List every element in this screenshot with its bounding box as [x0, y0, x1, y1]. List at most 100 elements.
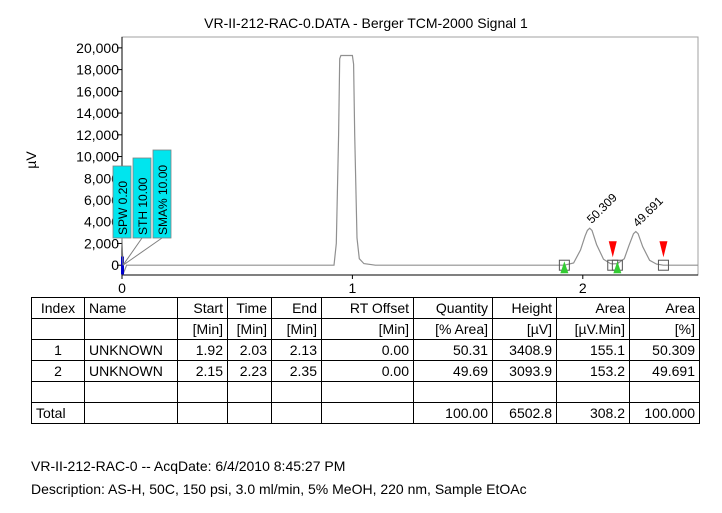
table-cell	[227, 381, 272, 403]
peak-label: 49.691	[630, 194, 666, 230]
y-tick-label: 8,000	[84, 170, 119, 186]
y-axis-label: µV	[23, 151, 39, 169]
results-table: Index Name Start Time End RT Offset Quan…	[31, 297, 700, 424]
table-cell: 49.69	[413, 360, 493, 382]
table-cell: 2	[31, 360, 85, 382]
peak-label: 50.309	[584, 190, 620, 226]
acquisition-info: VR-II-212-RAC-0 -- AcqDate: 6/4/2010 8:4…	[31, 458, 346, 474]
table-cell	[492, 381, 557, 403]
table-cell: 3093.9	[492, 360, 557, 382]
plot-frame	[121, 36, 699, 276]
table-cell: 2.03	[227, 339, 272, 361]
y-tick-label: 20,000	[76, 40, 119, 56]
method-flags: SPW 0.20 STH 10.00 SMA% 10.00	[112, 149, 172, 275]
table-cell: 1.92	[177, 339, 228, 361]
flag-leader	[122, 237, 163, 266]
table-cell	[84, 381, 178, 403]
unit-cell: [µV.Min]	[556, 318, 630, 340]
unit-cell: [Min]	[271, 318, 322, 340]
table-cell: UNKNOWN	[84, 339, 178, 361]
col-time-header: Time	[227, 297, 272, 319]
unit-cell: [Min]	[321, 318, 414, 340]
unit-cell	[31, 318, 85, 340]
unit-cell: [Min]	[227, 318, 272, 340]
x-tick-label: 0	[118, 280, 126, 296]
table-cell: 1	[31, 339, 85, 361]
peak-markers	[558, 241, 669, 274]
table-cell	[321, 402, 414, 424]
table-cell	[629, 381, 700, 403]
table-cell	[321, 381, 414, 403]
table-cell: 3408.9	[492, 339, 557, 361]
table-cell: 0.00	[321, 360, 414, 382]
table-cell	[413, 381, 493, 403]
signal-trace	[121, 54, 698, 277]
flag-leader	[121, 237, 124, 266]
table-cell	[177, 381, 228, 403]
table-cell: 100.000	[629, 402, 700, 424]
unit-cell: [Min]	[177, 318, 228, 340]
table-header-row: Index Name Start Time End RT Offset Quan…	[31, 297, 700, 319]
y-tick-label: 2,000	[84, 235, 119, 251]
table-cell	[271, 381, 322, 403]
table-cell	[556, 381, 630, 403]
peak-end-marker	[608, 241, 617, 258]
table-cell	[84, 402, 178, 424]
table-row: 2 UNKNOWN 2.15 2.23 2.35 0.00 49.69 3093…	[31, 360, 700, 382]
event-bar	[121, 256, 124, 275]
table-cell	[177, 402, 228, 424]
table-row: 1 UNKNOWN 1.92 2.03 2.13 0.00 50.31 3408…	[31, 339, 700, 361]
chart-title: VR-II-212-RAC-0.DATA - Berger TCM-2000 S…	[204, 15, 528, 31]
table-row-empty	[31, 381, 700, 403]
x-tick-label: 2	[579, 280, 587, 296]
col-name-header: Name	[84, 297, 178, 319]
table-cell: 0.00	[321, 339, 414, 361]
col-index-header: Index	[31, 297, 85, 319]
y-tick-label: 18,000	[76, 62, 119, 78]
y-tick-label: 14,000	[76, 105, 119, 121]
table-cell: 153.2	[556, 360, 630, 382]
col-end-header: End	[271, 297, 322, 319]
unit-cell: [% Area]	[413, 318, 493, 340]
peak-labels: 50.309 49.691	[584, 190, 666, 230]
peak-start-marker	[560, 261, 569, 274]
flag-leader	[122, 237, 143, 266]
run-description: Description: AS-H, 50C, 150 psi, 3.0 ml/…	[31, 481, 527, 497]
col-area-header: Area	[556, 297, 630, 319]
table-cell: 49.691	[629, 360, 700, 382]
y-tick-label: 4,000	[84, 214, 119, 230]
unit-cell: [µV]	[492, 318, 557, 340]
table-cell: 50.309	[629, 339, 700, 361]
y-tick-label: 6,000	[84, 192, 119, 208]
method-flag	[112, 165, 132, 239]
col-height-header: Height	[492, 297, 557, 319]
method-flag	[152, 149, 172, 239]
peak-start-marker	[613, 261, 622, 274]
table-cell: 50.31	[413, 339, 493, 361]
col-quantity-header: Quantity	[413, 297, 493, 319]
table-cell: 2.35	[271, 360, 322, 382]
unit-cell: [%]	[629, 318, 700, 340]
y-tick-label: 16,000	[76, 83, 119, 99]
peak-end-marker	[659, 241, 668, 258]
table-cell: 2.13	[271, 339, 322, 361]
method-flag-label: SMA% 10.00	[156, 165, 170, 235]
col-area-percent-header: Area	[629, 297, 700, 319]
signal-line	[121, 54, 698, 277]
method-flag	[132, 157, 152, 239]
table-cell: 100.00	[413, 402, 493, 424]
table-cell: UNKNOWN	[84, 360, 178, 382]
method-flag-label: STH 10.00	[136, 177, 150, 235]
col-start-header: Start	[177, 297, 228, 319]
table-cell: 308.2	[556, 402, 630, 424]
col-rt-offset-header: RT Offset	[321, 297, 414, 319]
unit-cell	[84, 318, 178, 340]
table-cell: 2.15	[177, 360, 228, 382]
y-axis-ticks: 0 2,000 4,000 6,000 8,000 10,000 12,000 14,000 1…	[76, 40, 122, 273]
table-total-row: Total 100.00 6502.8 308.2 100.000	[31, 402, 700, 424]
chromatogram-chart: VR-II-212-RAC-0.DATA - Berger TCM-2000 S…	[23, 15, 699, 296]
table-cell: 155.1	[556, 339, 630, 361]
table-cell	[227, 402, 272, 424]
method-flag-label: SPW 0.20	[116, 181, 130, 235]
table-cell	[271, 402, 322, 424]
